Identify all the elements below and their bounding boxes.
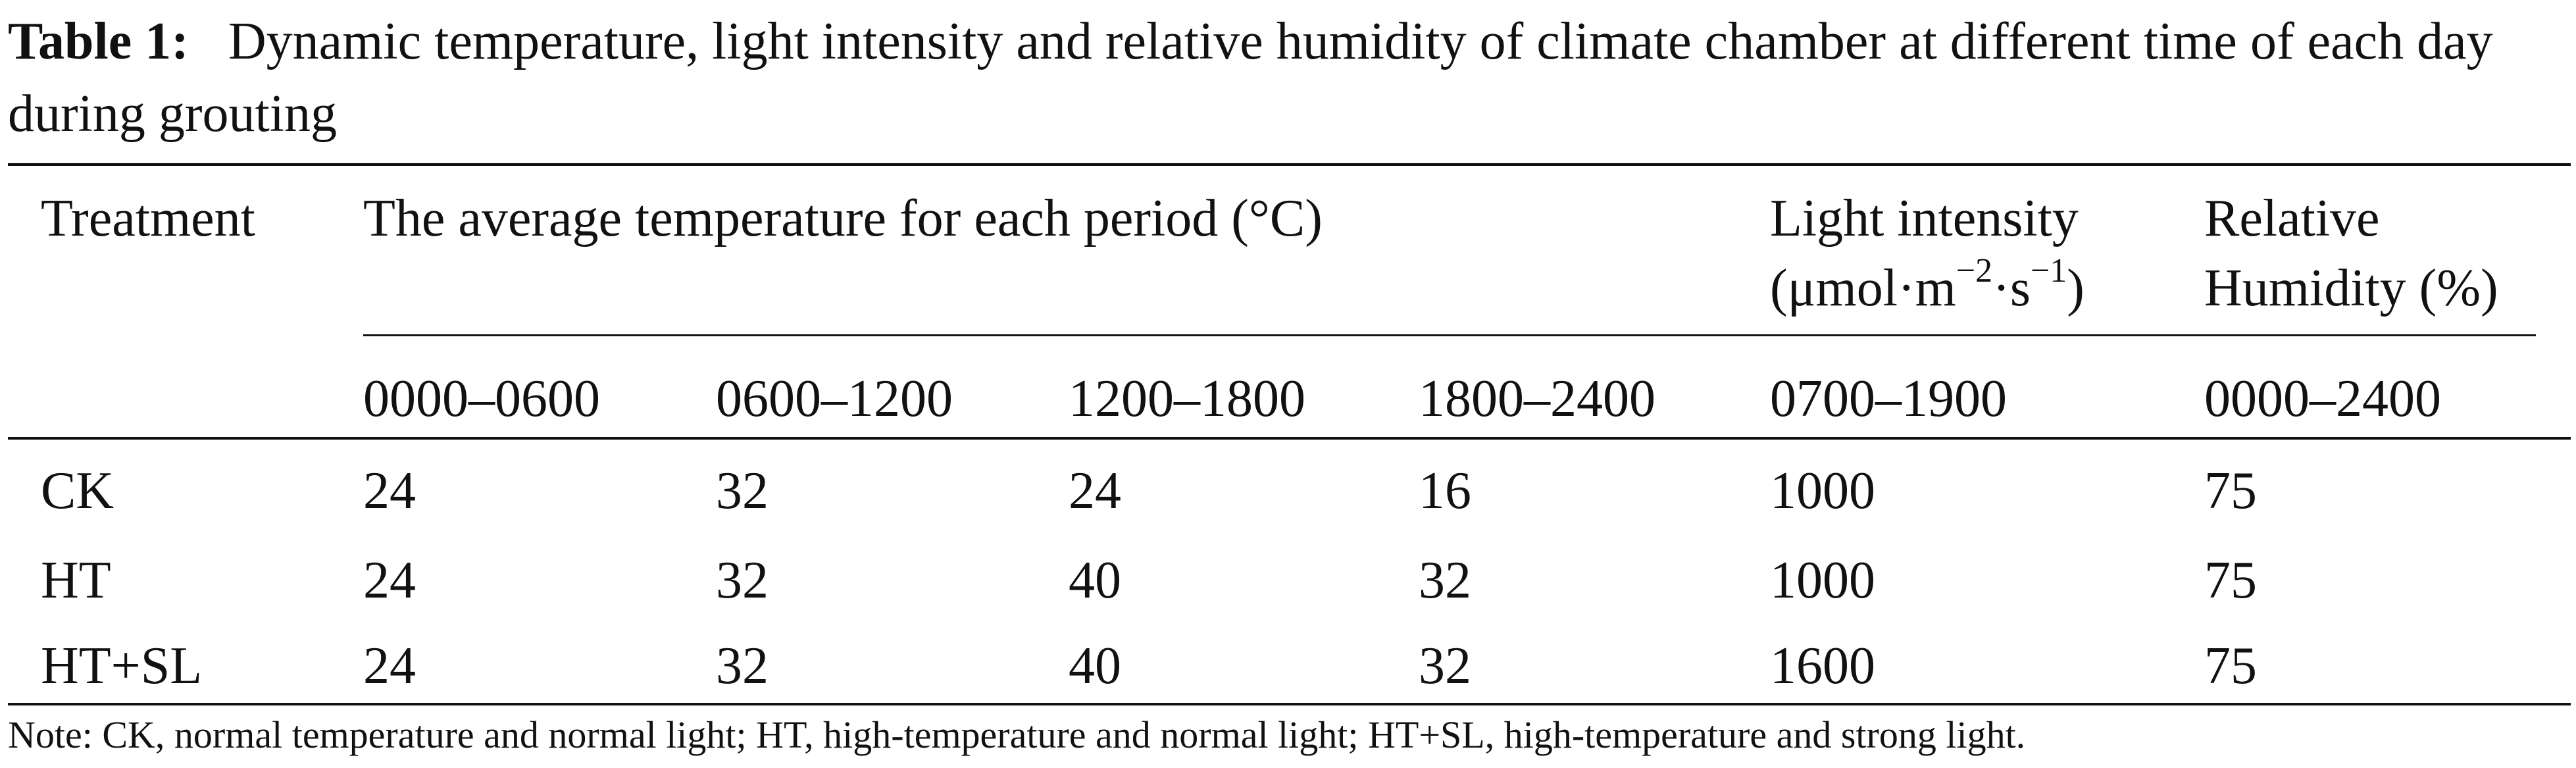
table-cell: 32: [1419, 637, 1471, 695]
table-cell: 75: [2204, 637, 2257, 695]
table-cell: 32: [716, 551, 769, 609]
table-row-htsl-treatment: HT+SL: [41, 637, 203, 695]
table-cell: 1600: [1770, 637, 1875, 695]
table-row-ht-treatment: HT: [41, 551, 111, 609]
table-note: Note: CK, normal temperature and normal …: [8, 713, 2026, 756]
table-cell: 24: [363, 637, 416, 695]
period-1200-1800: 1200–1800: [1069, 370, 1305, 428]
header-light-exp1: −2: [1956, 252, 1993, 290]
header-light-exp2: −1: [2030, 252, 2067, 290]
table-row-ck-treatment: CK: [41, 462, 114, 520]
table-cell: 32: [716, 462, 769, 520]
header-temperature: The average temperature for each period …: [363, 190, 1323, 247]
period-0600-1200: 0600–1200: [716, 370, 953, 428]
table-cell: 32: [1419, 551, 1471, 609]
table-cell: 40: [1069, 637, 1121, 695]
header-light-unit-prefix: (μmol·m: [1770, 259, 1956, 317]
table-bottom-rule: [8, 703, 2571, 705]
table-caption: Table 1: Dynamic temperature, light inte…: [8, 5, 2571, 150]
table-cell: 24: [363, 551, 416, 609]
period-0000-0600: 0000–0600: [363, 370, 600, 428]
table-cell: 24: [1069, 462, 1121, 520]
table-cell: 75: [2204, 551, 2257, 609]
header-light-unit: (μmol·m−2·s−1): [1770, 252, 2084, 321]
subheader-rule: [363, 334, 2536, 336]
table-top-rule: [8, 163, 2571, 166]
table-body-rule: [8, 437, 2571, 440]
header-treatment: Treatment: [41, 190, 255, 247]
table-cell: 40: [1069, 551, 1121, 609]
header-humidity-line1: Relative: [2204, 190, 2380, 247]
table-cell: 24: [363, 462, 416, 520]
table-cell: 16: [1419, 462, 1471, 520]
period-0700-1900: 0700–1900: [1770, 370, 2007, 428]
table-cell: 75: [2204, 462, 2257, 520]
header-light-unit-suffix: ): [2067, 259, 2084, 317]
table-cell: 32: [716, 637, 769, 695]
header-light-line1: Light intensity: [1770, 190, 2079, 247]
header-light-unit-mid: ·s: [1992, 259, 2031, 317]
table-cell: 1000: [1770, 551, 1875, 609]
table-caption-label: Table 1:: [8, 13, 189, 70]
table-caption-spacer: [202, 13, 215, 70]
period-1800-2400: 1800–2400: [1419, 370, 1655, 428]
table-caption-text: Dynamic temperature, light intensity and…: [8, 13, 2493, 143]
table-cell: 1000: [1770, 462, 1875, 520]
header-humidity-line2: Humidity (%): [2204, 259, 2498, 317]
period-0000-2400: 0000–2400: [2204, 370, 2441, 428]
